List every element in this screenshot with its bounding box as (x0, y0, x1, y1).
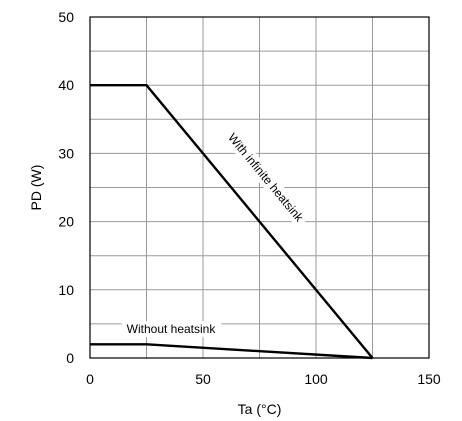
y-tick-label: 40 (58, 77, 74, 93)
annotation-background (121, 321, 222, 338)
y-tick-label: 50 (58, 9, 74, 25)
x-tick-label: 50 (195, 371, 211, 387)
y-axis-label: PD (W) (28, 165, 44, 211)
grid (90, 17, 429, 358)
annotation-background (222, 127, 310, 229)
series-line-2 (90, 343, 373, 360)
x-tick-label: 150 (417, 371, 441, 387)
y-tick-label: 0 (66, 350, 74, 366)
x-tick-label: 0 (86, 371, 94, 387)
y-tick-label: 20 (58, 214, 74, 230)
y-tick-label: 30 (58, 145, 74, 161)
x-tick-label: 100 (304, 371, 328, 387)
annotation-with-infinite-heatsink: With infinite heatsink (225, 131, 307, 225)
series-group (90, 83, 374, 360)
annotation-without-heatsink: Without heatsink (127, 322, 217, 336)
tick-labels: 0 50 100 150 0 10 20 30 40 50 (58, 9, 440, 387)
x-axis-label: Ta (°C) (238, 401, 282, 417)
plot-frame (89, 16, 430, 359)
annotations: With infinite heatsink Without heatsink (121, 127, 310, 338)
series-line-1 (90, 83, 374, 359)
y-tick-label: 10 (58, 282, 74, 298)
